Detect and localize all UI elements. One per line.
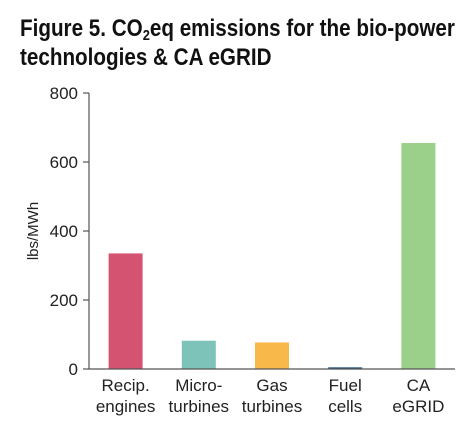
- x-category-label-line: engines: [96, 397, 156, 416]
- x-category-label-0: Recip. engines: [96, 376, 156, 416]
- bar-recip-engines: [108, 253, 143, 369]
- title-text-pre: Figure 5. CO: [20, 15, 143, 42]
- bar-ca-egrid: [401, 143, 436, 369]
- x-category-label-line: cells: [328, 397, 362, 416]
- bar-micro-turbines: [181, 340, 216, 369]
- y-tick-label-200: 200: [50, 291, 78, 310]
- x-category-label-2: Gas turbines: [242, 376, 302, 416]
- bars: [108, 143, 436, 369]
- chart-title-line-1: Figure 5. CO2eq emissions for the bio-po…: [20, 14, 455, 44]
- y-axis-label: lbs/MWh: [25, 202, 42, 260]
- x-category-label-3: Fuel cells: [328, 376, 362, 416]
- x-category-label-1: Micro-turbines: [169, 376, 229, 416]
- title-subscript: 2: [142, 27, 150, 44]
- x-category-label-4: CA eGRID: [392, 376, 444, 416]
- chart-title: Figure 5. CO2eq emissions for the bio-po…: [20, 14, 455, 72]
- title-text-post: eq emissions for the bio-power: [149, 15, 455, 42]
- chart-title-line-2: technologies & CA eGRID: [20, 44, 272, 71]
- y-tick-label-0: 0: [69, 360, 78, 379]
- x-category-label-line: turbines: [242, 397, 302, 416]
- x-category-label-line: Gas: [256, 376, 287, 395]
- x-category-label-line: eGRID: [392, 397, 444, 416]
- x-category-label-line: Fuel: [329, 376, 362, 395]
- x-category-label-line: Micro-: [175, 376, 222, 395]
- y-axis-ticks: 0 200 400 600 800: [50, 84, 89, 379]
- bar-gas-turbines: [255, 342, 289, 369]
- x-category-label-line: turbines: [169, 397, 229, 416]
- y-tick-label-400: 400: [50, 222, 78, 241]
- x-category-label-line: CA: [407, 376, 431, 395]
- y-tick-label-600: 600: [50, 153, 78, 172]
- bar-fuel-cells: [328, 367, 363, 369]
- x-axis-category-labels: Recip. engines Micro-turbines Gas turbines Fu…: [96, 376, 445, 416]
- y-tick-label-800: 800: [50, 84, 78, 103]
- x-category-label-line: Recip.: [102, 376, 150, 395]
